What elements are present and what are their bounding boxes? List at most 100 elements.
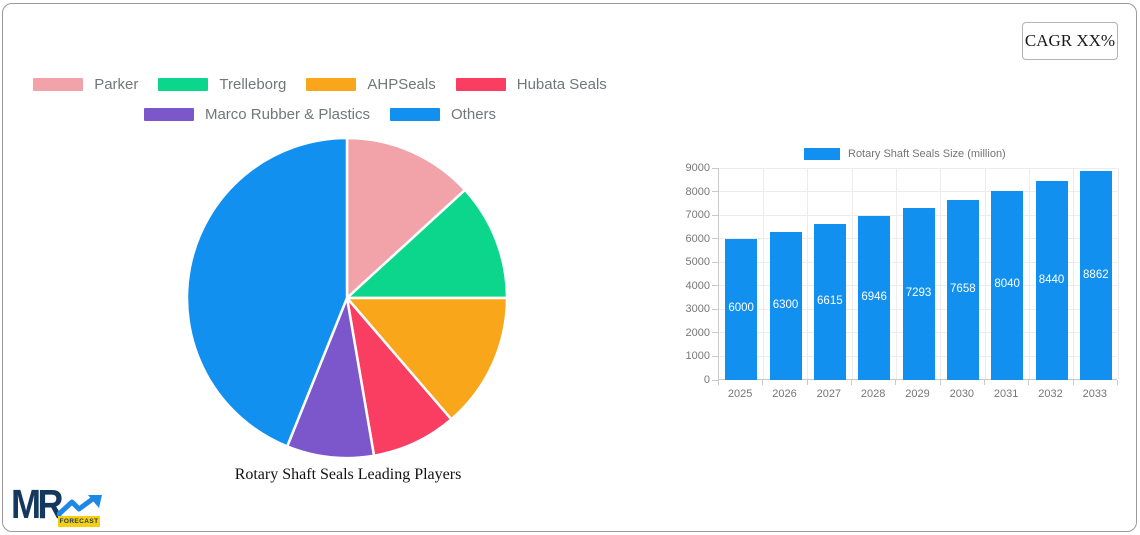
legend-label: Parker bbox=[94, 76, 139, 93]
pie-legend-item-trelleborg[interactable]: Trelleborg bbox=[158, 76, 286, 93]
x-axis-tick-label: 2026 bbox=[772, 388, 797, 400]
legend-swatch bbox=[158, 78, 209, 91]
pie-legend-item-others[interactable]: Others bbox=[390, 106, 496, 123]
trend-arrow-icon bbox=[57, 495, 102, 517]
y-axis-tick-label: 6000 bbox=[685, 232, 710, 245]
legend-swatch bbox=[33, 78, 84, 91]
bar-2028 bbox=[858, 216, 891, 380]
pie-slice-trelleborg bbox=[345, 188, 509, 300]
gridline-v bbox=[940, 168, 942, 379]
x-axis-tick-mark bbox=[1117, 380, 1118, 385]
pie-legend-item-parker[interactable]: Parker bbox=[33, 76, 138, 93]
legend-label: Trelleborg bbox=[219, 76, 287, 93]
x-axis-tick-label: 2028 bbox=[860, 388, 886, 400]
y-axis-tick-mark bbox=[712, 214, 718, 216]
y-axis-tick-mark bbox=[712, 261, 718, 263]
pie-slice-ahpseals bbox=[345, 296, 509, 421]
bar-value-label: 6946 bbox=[861, 291, 887, 304]
bar-value-label: 7293 bbox=[905, 287, 932, 300]
x-axis-tick-mark bbox=[718, 380, 719, 385]
legend-label: Hubata Seals bbox=[516, 76, 607, 93]
bar-value-label: 8440 bbox=[1038, 273, 1065, 286]
bar-2031 bbox=[991, 190, 1024, 380]
logo-text: MR bbox=[11, 481, 64, 527]
y-axis-tick-label: 5000 bbox=[685, 256, 710, 269]
y-axis-tick-label: 3000 bbox=[685, 303, 710, 316]
y-axis-tick-mark bbox=[712, 332, 718, 334]
gridline-v bbox=[895, 168, 897, 379]
gridline-v bbox=[1028, 168, 1030, 379]
bar-value-label: 8862 bbox=[1083, 268, 1109, 281]
legend-swatch bbox=[390, 108, 441, 121]
bar-2032 bbox=[1035, 181, 1068, 380]
pie-slice-parker bbox=[345, 136, 467, 300]
pie-slice-others bbox=[185, 136, 349, 448]
legend-swatch bbox=[455, 78, 506, 91]
y-axis-tick-label: 2000 bbox=[685, 326, 710, 339]
pie-chart bbox=[185, 136, 509, 460]
x-axis-tick-label: 2031 bbox=[993, 388, 1019, 400]
pie-legend: Parker Trelleborg AHPSeals Hubata Seals Marc… bbox=[0, 76, 640, 123]
bar-2026 bbox=[769, 231, 802, 380]
y-axis-tick-label: 8000 bbox=[685, 185, 710, 198]
bar-value-label: 6000 bbox=[728, 302, 754, 315]
y-axis-tick-label: 1000 bbox=[685, 350, 710, 363]
x-axis-tick-mark bbox=[806, 380, 808, 385]
y-axis-tick-mark bbox=[712, 285, 718, 287]
x-axis-tick-label: 2032 bbox=[1038, 388, 1063, 400]
cagr-badge[interactable]: CAGR XX% bbox=[1022, 22, 1118, 60]
bar-legend-label: Rotary Shaft Seals Size (million) bbox=[848, 148, 1006, 160]
bar-2033 bbox=[1079, 171, 1112, 380]
gridline-v bbox=[1117, 168, 1119, 379]
x-axis-tick-mark bbox=[984, 380, 985, 385]
y-axis-tick-label: 7000 bbox=[685, 209, 710, 222]
pie-legend-item-ahpseals[interactable]: AHPSeals bbox=[306, 76, 436, 93]
x-axis-tick-mark bbox=[1072, 380, 1074, 385]
pie-title: Rotary Shaft Seals Leading Players bbox=[234, 466, 462, 483]
x-axis-tick-label: 2033 bbox=[1082, 388, 1108, 400]
gridline-h bbox=[719, 167, 1117, 169]
legend-swatch bbox=[143, 108, 194, 121]
gridline-v bbox=[807, 168, 809, 379]
y-axis-tick-mark bbox=[712, 167, 718, 169]
x-axis-tick-mark bbox=[851, 380, 852, 385]
y-axis-tick-mark bbox=[712, 379, 718, 381]
bar-value-label: 8040 bbox=[994, 278, 1020, 291]
bar-2030 bbox=[946, 199, 979, 380]
bar-value-label: 7658 bbox=[950, 282, 976, 295]
pie-legend-item-hubata-seals[interactable]: Hubata Seals bbox=[455, 76, 607, 93]
legend-swatch bbox=[306, 78, 357, 91]
gridline-v bbox=[1073, 168, 1075, 379]
y-axis-tick-label: 9000 bbox=[685, 162, 710, 174]
x-axis-tick-mark bbox=[1028, 380, 1030, 385]
y-axis-tick-label: 0 bbox=[703, 374, 710, 386]
pie-slice-hubata-seals bbox=[345, 296, 453, 457]
bar-2025 bbox=[725, 238, 758, 380]
bar-legend-swatch bbox=[804, 148, 840, 160]
gridline-v bbox=[851, 168, 853, 379]
y-axis-tick-mark bbox=[712, 308, 718, 310]
bar-value-label: 6300 bbox=[772, 298, 799, 311]
bar-value-label: 6615 bbox=[817, 295, 843, 308]
x-axis-tick-label: 2029 bbox=[905, 388, 930, 400]
y-axis-tick-mark bbox=[712, 191, 718, 193]
x-axis-tick-label: 2025 bbox=[727, 388, 753, 400]
y-axis-tick-mark bbox=[712, 238, 718, 240]
bar-2029 bbox=[902, 208, 935, 380]
pie-slice-marco-rubber-plastics bbox=[285, 296, 376, 460]
cagr-label: CAGR XX% bbox=[1024, 31, 1116, 50]
x-axis-tick-mark bbox=[939, 380, 941, 385]
gridline-v bbox=[762, 168, 764, 379]
pie-legend-item-marco-rubber-plastics[interactable]: Marco Rubber & Plastics bbox=[143, 106, 371, 123]
bar-plot-area: 6000 6300 6615 6946 7293 7658 8040 8440 8862 bbox=[718, 167, 1119, 380]
legend-label: Marco Rubber & Plastics bbox=[204, 106, 371, 123]
gridline-h bbox=[719, 191, 1117, 193]
pie-legend-row: Parker Trelleborg AHPSeals Hubata Seals bbox=[33, 76, 607, 93]
bar-legend-item[interactable]: Rotary Shaft Seals Size (million) bbox=[804, 148, 1006, 160]
legend-label: AHPSeals bbox=[367, 76, 436, 93]
x-axis-tick-mark bbox=[895, 380, 897, 385]
x-axis-tick-mark bbox=[762, 380, 764, 385]
pie-legend-row: Marco Rubber & Plastics Others bbox=[143, 106, 496, 123]
mr-forecast-logo: MR FORECAST bbox=[11, 481, 111, 531]
